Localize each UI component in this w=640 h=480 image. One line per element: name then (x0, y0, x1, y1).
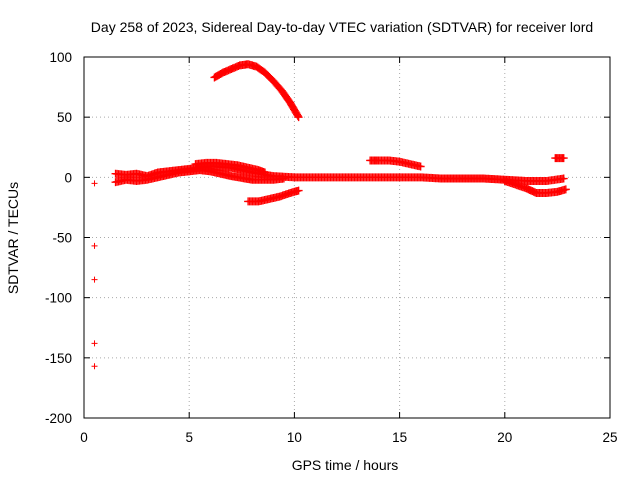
y-tick-label: -50 (52, 231, 72, 246)
chart-title: Day 258 of 2023, Sidereal Day-to-day VTE… (91, 19, 593, 35)
data-point (293, 111, 302, 120)
y-tick-labels: -200 -150 -100 -50 0 50 100 (45, 50, 72, 426)
grid (84, 57, 610, 418)
data-series (111, 166, 288, 187)
data-point (294, 186, 303, 195)
data-point (561, 185, 570, 194)
plot-area (91, 60, 570, 370)
y-tick-label: -150 (45, 351, 72, 366)
data-point (260, 168, 269, 177)
x-axis-label: GPS time / hours (292, 457, 399, 473)
x-tick-label: 15 (392, 430, 407, 445)
data-point (91, 340, 98, 347)
data-point (559, 154, 568, 163)
x-tick-label: 20 (497, 430, 512, 445)
data-series (551, 154, 568, 163)
data-point (294, 113, 303, 122)
y-tick-label: -100 (45, 291, 72, 306)
data-point (416, 162, 425, 171)
y-tick-label: 100 (49, 50, 72, 65)
data-point (91, 276, 98, 283)
data-point (279, 174, 288, 183)
y-tick-label: -200 (45, 411, 72, 426)
axis-ticks (83, 56, 611, 419)
data-point (91, 363, 98, 370)
x-tick-label: 25 (602, 430, 617, 445)
data-series (210, 60, 303, 122)
y-axis-label: SDTVAR / TECUs (5, 182, 21, 294)
y-tick-label: 50 (57, 110, 72, 125)
y-tick-label: 0 (64, 170, 72, 185)
x-tick-label: 5 (185, 430, 193, 445)
data-point (559, 174, 568, 183)
x-tick-label: 10 (287, 430, 302, 445)
x-tick-label: 0 (80, 430, 88, 445)
data-series (500, 176, 570, 197)
data-series (91, 180, 98, 370)
data-point (91, 242, 98, 249)
data-series (366, 156, 425, 171)
data-point (91, 180, 98, 187)
x-tick-labels: 0 5 10 15 20 25 (80, 430, 617, 445)
data-series (244, 186, 303, 206)
data-series (191, 158, 269, 177)
